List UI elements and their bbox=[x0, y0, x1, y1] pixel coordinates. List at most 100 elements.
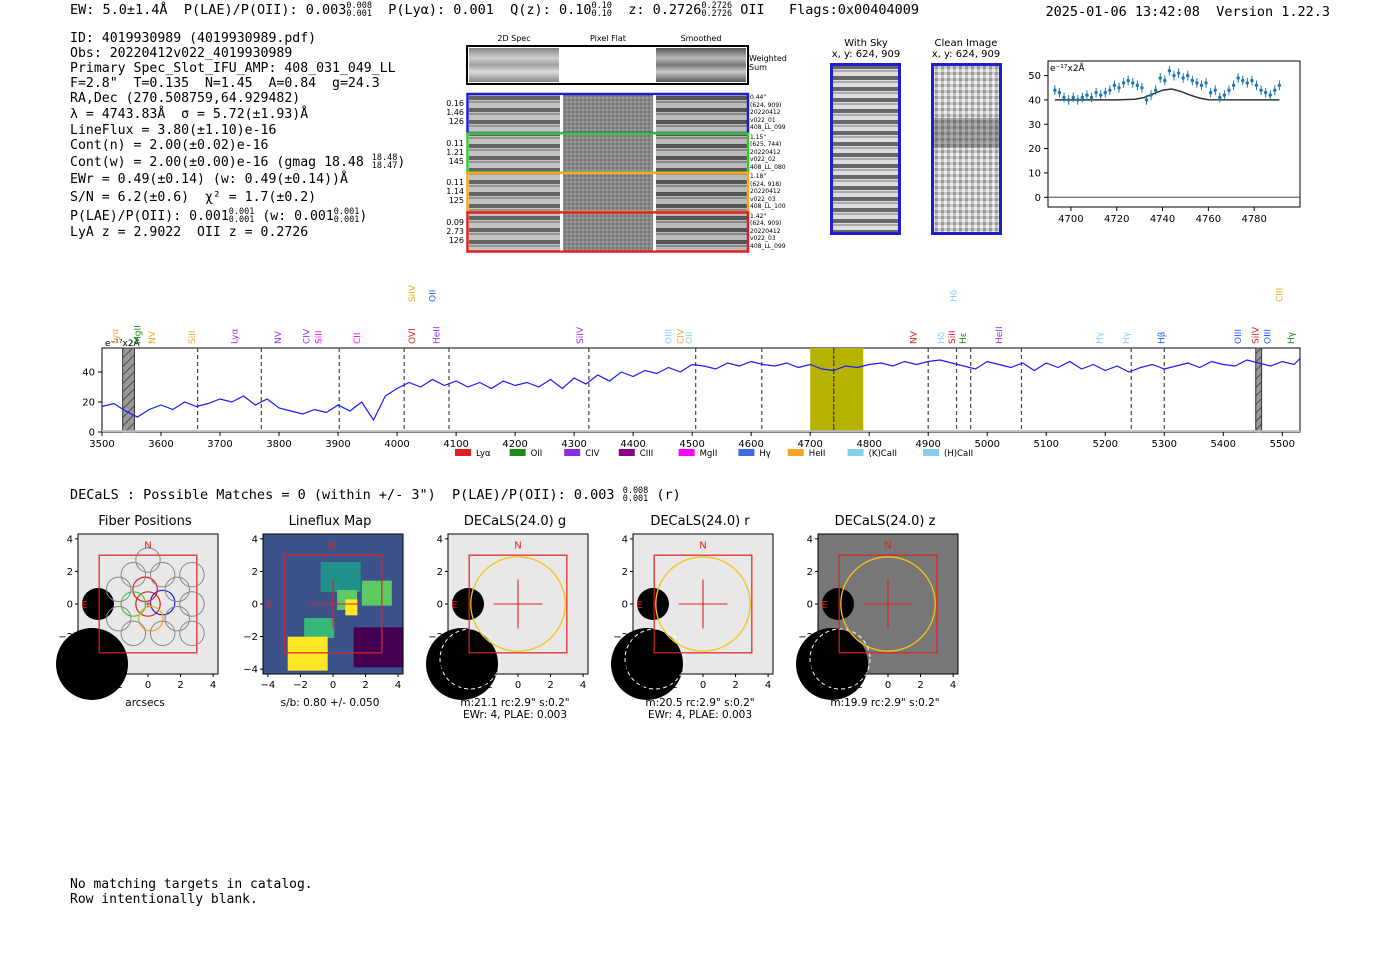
zoom-data-point bbox=[1263, 87, 1268, 98]
spectrum-line-label: Hγ bbox=[1287, 331, 1297, 344]
info-redshift: LyA z = 2.9022 OII z = 0.2726 bbox=[70, 225, 309, 240]
decals-xtick-label: 2 bbox=[362, 680, 368, 691]
spectrum-ytick-label: 20 bbox=[82, 398, 95, 409]
cutout-meta: (624, 918) bbox=[750, 180, 782, 188]
zoom-axes bbox=[1047, 60, 1301, 208]
cutout-stat: 2.73 bbox=[446, 226, 464, 236]
cutout-stat: 1.21 bbox=[446, 147, 464, 157]
zoom-data-point bbox=[1076, 95, 1080, 105]
spectrum-shaded-region bbox=[810, 348, 864, 432]
decals-panel-caption: m:21.1 rc:2.9" s:0.2" EWr: 4, PLAE: 0.003 bbox=[430, 697, 600, 721]
decals-xtick-label: 2 bbox=[732, 680, 738, 691]
zoom-data-point bbox=[1163, 75, 1167, 86]
decals-xtick-label: 0 bbox=[515, 680, 521, 691]
decals-xtick-label: 2 bbox=[547, 680, 553, 691]
spectrum-line-label: SiIV bbox=[408, 284, 418, 302]
cutout-meta: 408_LL_099 bbox=[750, 242, 786, 250]
spectrum-line-label: OIII bbox=[1263, 329, 1273, 344]
zoom-fit-line bbox=[1054, 88, 1280, 101]
spectrum-ytick-label: 0 bbox=[89, 428, 95, 439]
zoom-data-point bbox=[1190, 75, 1195, 86]
svg-text:HeII: HeII bbox=[809, 449, 826, 459]
spectrum-xtick-label: 3600 bbox=[148, 439, 173, 450]
fiber-circle bbox=[105, 605, 132, 632]
zoom-data-point bbox=[1158, 73, 1162, 83]
decals-ytick-label: 2 bbox=[437, 567, 443, 578]
cutout-row-meta: 0.44" (624, 909) 20220412 v022_01 408_LL_099 bbox=[750, 94, 806, 132]
zoom-ytick-label: 10 bbox=[1028, 168, 1041, 179]
plya-value: P(Lyα): 0.001 bbox=[388, 2, 494, 18]
spectrum-error-band bbox=[102, 430, 1300, 432]
svg-text:Hγ: Hγ bbox=[759, 449, 770, 459]
search-box bbox=[98, 554, 198, 654]
decals-panel: N E −4−4 −2 −2 0 0 2 2 4 4 bbox=[243, 533, 404, 691]
zoom-xtick-label: 4780 bbox=[1241, 214, 1266, 225]
decals-ytick-label: −2 bbox=[798, 632, 813, 643]
zoom-data-point bbox=[1172, 70, 1176, 81]
zoom-data-point bbox=[1144, 95, 1149, 105]
zoom-ytick-label: 20 bbox=[1028, 144, 1041, 155]
spectrum-xtick-label: 5000 bbox=[974, 439, 999, 450]
cutout-stat: 0.11 bbox=[446, 178, 464, 187]
caption-line: s/b: 0.80 +/- 0.050 bbox=[280, 697, 380, 709]
cutout-meta: 408_LL_099 bbox=[750, 124, 786, 131]
decals-panel-title: DECaLS(24.0) r bbox=[650, 514, 750, 529]
east-label: E bbox=[821, 600, 827, 611]
spectrum-xtick-label: 3500 bbox=[89, 439, 114, 450]
fiber-circle bbox=[149, 561, 176, 588]
zoom-data-point bbox=[1117, 82, 1121, 93]
ew-value: EW: 5.0±1.4Å bbox=[70, 2, 168, 18]
caption-line: m:21.1 rc:2.9" s:0.2" bbox=[460, 697, 570, 709]
spectrum-line-label: SiIV bbox=[1252, 326, 1262, 344]
z-upper: 0.2726 bbox=[701, 1, 733, 11]
zoom-ytick-label: 30 bbox=[1028, 120, 1041, 131]
fiber-circle bbox=[179, 561, 205, 588]
qz-upper: 0.10 bbox=[591, 1, 612, 11]
cutout-meta: v022_03 bbox=[750, 235, 776, 242]
contw-text: Cont(w) = 2.00(±0.00)e-16 (gmag 18.48 bbox=[70, 155, 364, 170]
decals-ytick-label: 2 bbox=[807, 567, 813, 578]
spectrum-xtick-label: 5200 bbox=[1093, 439, 1118, 450]
cutout-stat: 125 bbox=[448, 196, 464, 205]
spectrum-line-label: CIV bbox=[676, 328, 686, 344]
decals-panel: + N E −4−4 −2 −2 0 0 2 2 4 4 bbox=[56, 533, 219, 700]
cutout-meta: 20220412 bbox=[750, 188, 781, 195]
spectrum-legend-entry: Lyα bbox=[455, 449, 491, 459]
spectrum-line-label: Lyα bbox=[111, 328, 121, 344]
north-label: N bbox=[144, 541, 151, 552]
zoom-data-point bbox=[1250, 75, 1254, 86]
zoom-data-point bbox=[1245, 78, 1250, 88]
decals-ytick-label: −4 bbox=[58, 665, 73, 676]
info-radec: RA,Dec (270.508759,64.929482) bbox=[70, 91, 301, 106]
zoom-data-point bbox=[1149, 90, 1153, 100]
spectrum-legend-entry: CIV bbox=[564, 449, 600, 459]
zoom-data-point bbox=[1103, 87, 1107, 98]
plae-lower: 0.001 bbox=[346, 9, 372, 19]
plae2-close: ) bbox=[359, 209, 368, 224]
plae-upper: 0.008 bbox=[346, 1, 372, 11]
zoom-data-point bbox=[1121, 78, 1126, 88]
weighted-sum-row bbox=[466, 45, 749, 85]
zoom-data-point bbox=[1241, 75, 1245, 86]
decals-ytick-label: 0 bbox=[67, 600, 73, 611]
zoom-data-point bbox=[1153, 85, 1158, 96]
zoom-xtick-label: 4740 bbox=[1150, 214, 1175, 225]
zoom-data-point bbox=[1057, 87, 1062, 98]
spectrum-legend-entry: Hγ bbox=[738, 449, 771, 459]
decals-xtick-label: 0 bbox=[145, 680, 151, 691]
spectrum-legend-entry: OII bbox=[509, 449, 542, 459]
spectrum-masked-region bbox=[122, 347, 135, 433]
spectrum-line-label: HeII bbox=[995, 326, 1005, 344]
spectrum-line-label: NV bbox=[148, 330, 158, 344]
cutout-row-stats: 0.09 2.73 126 bbox=[444, 218, 464, 245]
zoom-data-point bbox=[1062, 92, 1066, 103]
zoom-data-point bbox=[1222, 90, 1227, 100]
spectrum-legend-entry: (K)CaII bbox=[847, 449, 897, 459]
zoom-data-point bbox=[1085, 90, 1089, 100]
fiber-circle bbox=[149, 620, 176, 647]
zoom-data-point bbox=[1259, 85, 1263, 96]
search-box bbox=[468, 554, 568, 654]
cutout-row-stats: 0.16 1.46 126 bbox=[444, 99, 464, 126]
cutout-row bbox=[466, 171, 750, 214]
with-sky-label: With Sky bbox=[844, 38, 888, 49]
